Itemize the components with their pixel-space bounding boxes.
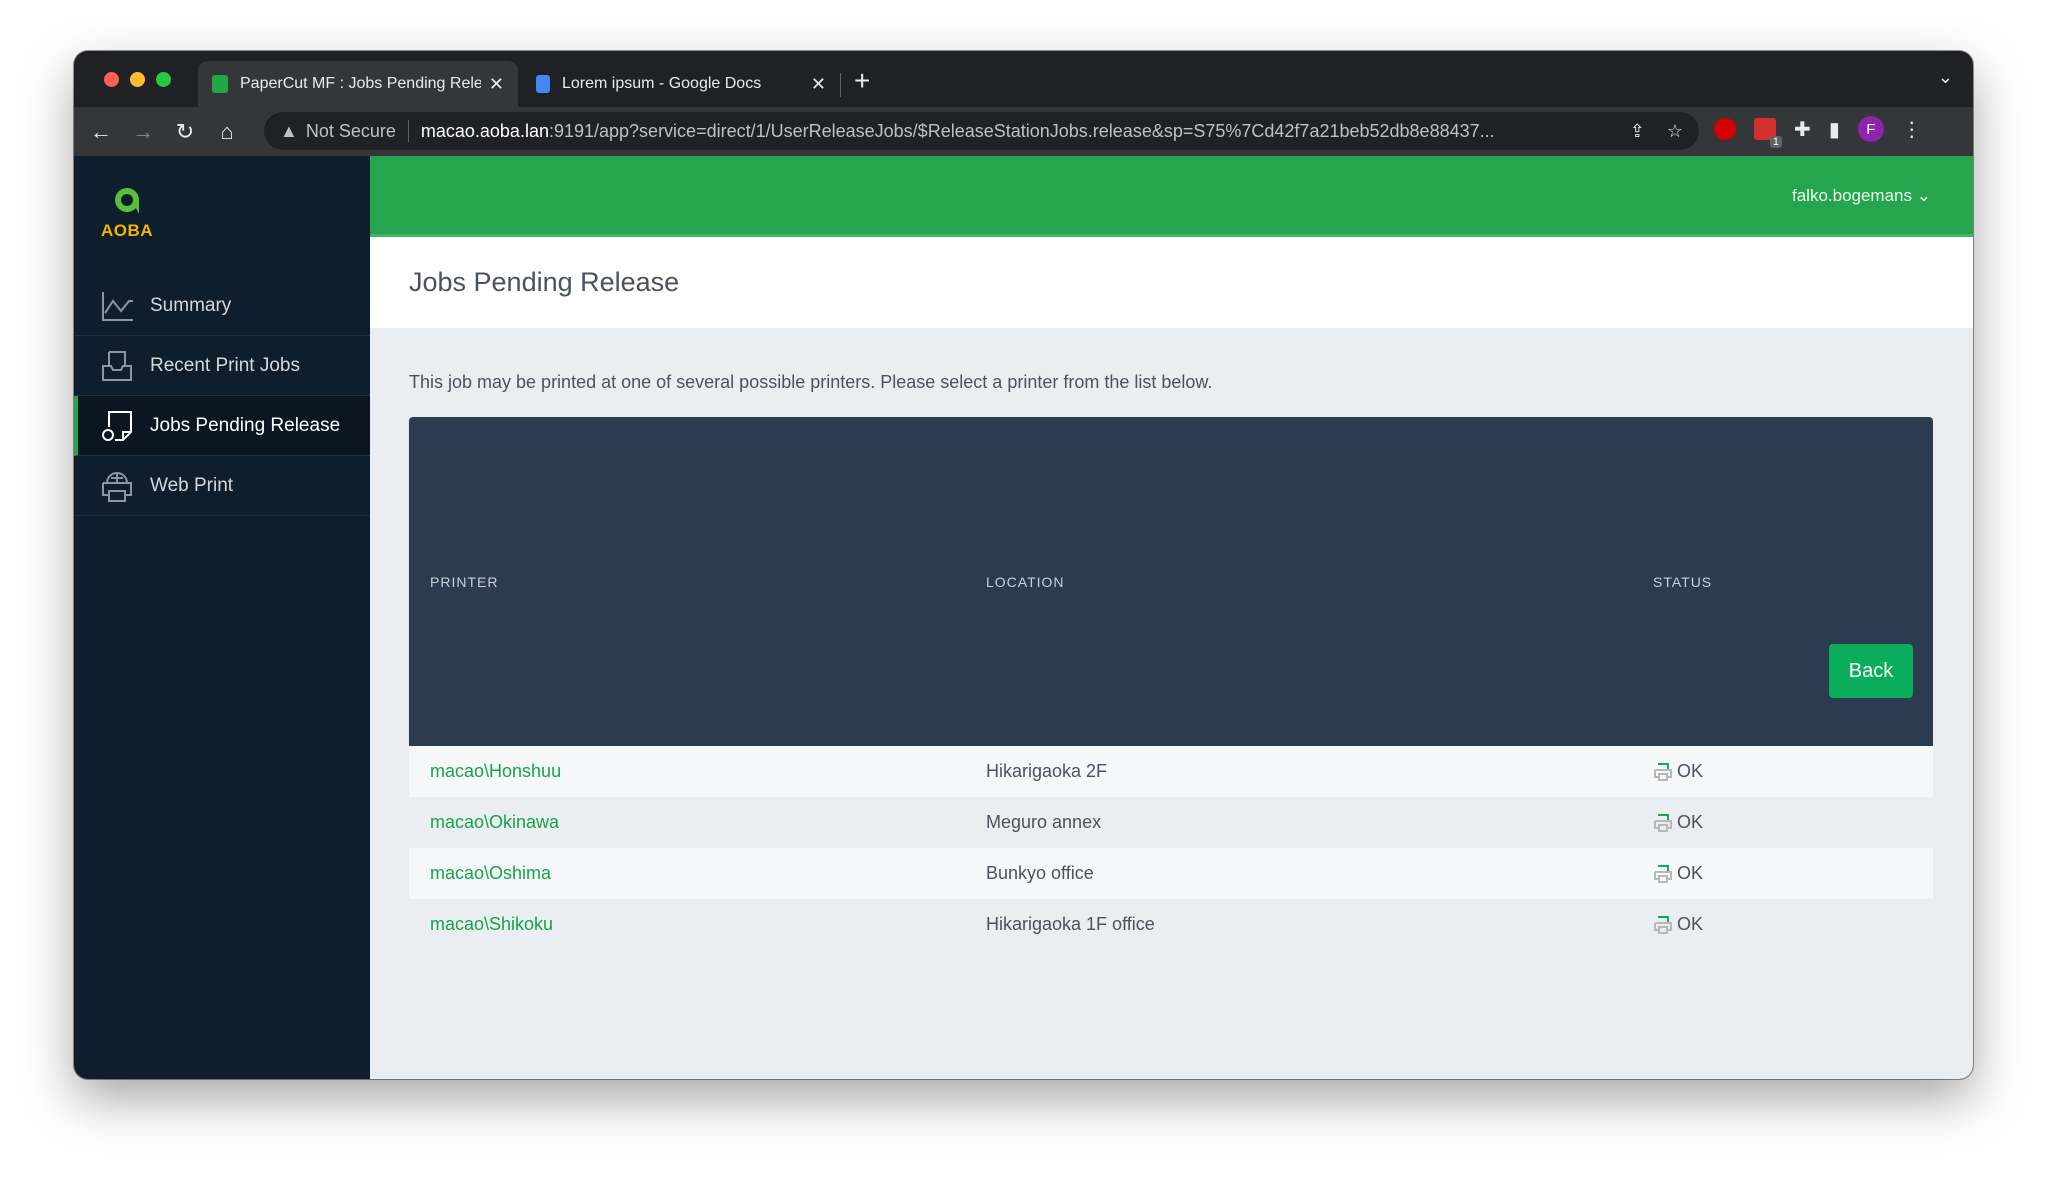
url-path: :9191/app?service=direct/1/UserReleaseJo… xyxy=(548,120,1495,141)
printer-status: OK xyxy=(1677,863,1704,883)
sidebar-item-jobs-pending-release[interactable]: Jobs Pending Release xyxy=(74,396,370,456)
printer-link[interactable]: macao\Oshima xyxy=(430,863,552,883)
sidebar-item-label: Web Print xyxy=(150,474,234,496)
column-header-status: STATUS xyxy=(1653,573,1713,590)
new-tab-button[interactable]: + xyxy=(854,65,871,96)
web-printer-icon xyxy=(102,471,132,502)
table-header: PRINTER LOCATION STATUS xyxy=(409,417,1933,746)
bookmark-star-icon[interactable]: ☆ xyxy=(1666,120,1683,141)
logo-text: AOBA xyxy=(100,221,154,240)
extension-icon[interactable]: 1 xyxy=(1754,118,1782,148)
tray-icon xyxy=(102,350,132,381)
puzzle-icon[interactable]: ✚ xyxy=(1794,118,1811,141)
printer-location: Hikarigaoka 2F xyxy=(986,761,1108,781)
column-header-printer: PRINTER xyxy=(430,573,499,590)
printer-link[interactable]: macao\Okinawa xyxy=(430,812,560,832)
more-menu-icon[interactable]: ⋮ xyxy=(1901,118,1922,141)
printer-status-icon xyxy=(1654,813,1672,832)
forward-arrow-icon[interactable]: → xyxy=(132,118,154,144)
table-row[interactable]: macao\Shikoku Hikarigaoka 1F office OK xyxy=(409,899,1933,950)
chart-line-icon xyxy=(102,291,133,321)
tab-search-chevron-icon[interactable]: ⌄ xyxy=(1937,67,1953,87)
browser-toolbar: ← → ↻ ⌂ ▲ Not Secure macao.aoba.lan:9191… xyxy=(74,107,1973,156)
papercut-icon xyxy=(212,75,228,93)
printer-status-icon xyxy=(1654,915,1672,934)
table-row[interactable]: macao\Oshima Bunkyo office OK xyxy=(409,848,1933,899)
chevron-down-icon: ⌄ xyxy=(1916,186,1931,205)
sidebar-item-recent-print-jobs[interactable]: Recent Print Jobs xyxy=(74,336,370,396)
tab-title: Lorem ipsum - Google Docs xyxy=(562,75,762,92)
table-body: macao\Honshuu Hikarigaoka 2F OK macao\Ok… xyxy=(409,746,1933,950)
printer-status: OK xyxy=(1677,761,1704,781)
user-menu[interactable]: falko.bogemans ⌄ xyxy=(1792,186,1931,206)
close-tab-icon[interactable]: ✕ xyxy=(488,73,504,94)
divider xyxy=(407,120,409,142)
security-label[interactable]: Not Secure xyxy=(305,120,396,141)
printer-link[interactable]: macao\Honshuu xyxy=(430,761,562,781)
side-panel-icon[interactable]: ▮ xyxy=(1828,118,1840,141)
tab-papercut[interactable]: PaperCut MF : Jobs Pending Release ✕ xyxy=(198,61,518,107)
app-header: falko.bogemans ⌄ xyxy=(370,156,1973,237)
close-tab-icon[interactable]: ✕ xyxy=(810,73,826,94)
sidebar: AOBA Summary Recent Print Jobs Jobs Pend… xyxy=(74,156,370,1079)
back-button[interactable]: Back xyxy=(1829,644,1913,698)
sidebar-item-summary[interactable]: Summary xyxy=(74,276,370,336)
logo-mark-icon xyxy=(115,188,139,214)
printer-status: OK xyxy=(1677,812,1704,832)
address-bar[interactable]: ▲ Not Secure macao.aoba.lan:9191/app?ser… xyxy=(264,112,1699,150)
window-controls xyxy=(104,72,171,87)
url-host: macao.aoba.lan xyxy=(420,120,549,141)
printer-card: PRINTER LOCATION STATUS macao\Honshuu Hi… xyxy=(409,417,1933,934)
printer-link[interactable]: macao\Shikoku xyxy=(430,914,554,934)
google-docs-icon xyxy=(536,75,550,93)
printer-status-icon xyxy=(1654,864,1672,883)
printer-status: OK xyxy=(1677,914,1704,934)
page-title-bar: Jobs Pending Release xyxy=(370,237,1973,328)
page-title: Jobs Pending Release xyxy=(409,267,680,297)
tab-google-docs[interactable]: Lorem ipsum - Google Docs ✕ xyxy=(522,61,840,107)
browser-window: PaperCut MF : Jobs Pending Release ✕ Lor… xyxy=(74,51,1973,1079)
share-icon[interactable]: ⇪ xyxy=(1629,120,1645,141)
username: falko.bogemans xyxy=(1791,186,1913,205)
profile-avatar[interactable]: F xyxy=(1857,116,1884,142)
back-arrow-icon[interactable]: ← xyxy=(90,118,112,144)
sidebar-item-label: Summary xyxy=(150,294,232,316)
extensions-area: 1 ✚ ▮ F ⋮ xyxy=(1714,116,1922,148)
close-window-button[interactable] xyxy=(104,72,119,87)
sidebar-menu: Summary Recent Print Jobs Jobs Pending R… xyxy=(74,276,370,516)
aoba-logo: AOBA xyxy=(100,184,154,241)
tab-title: PaperCut MF : Jobs Pending Release xyxy=(240,75,481,92)
sidebar-item-web-print[interactable]: Web Print xyxy=(74,456,370,516)
table-row[interactable]: macao\Honshuu Hikarigaoka 2F OK xyxy=(409,746,1933,797)
app-content: AOBA Summary Recent Print Jobs Jobs Pend… xyxy=(74,156,1973,1079)
printer-location: Meguro annex xyxy=(986,812,1102,832)
sidebar-item-label: Jobs Pending Release xyxy=(150,414,341,436)
warning-icon: ▲ xyxy=(280,120,298,141)
reload-icon[interactable]: ↻ xyxy=(175,118,195,144)
minimize-window-button[interactable] xyxy=(130,72,145,87)
tab-divider xyxy=(840,73,841,97)
adblock-icon[interactable] xyxy=(1714,118,1736,140)
printer-status-icon xyxy=(1654,762,1672,781)
extension-badge: 1 xyxy=(1769,136,1782,148)
zoom-window-button[interactable] xyxy=(156,72,171,87)
column-header-location: LOCATION xyxy=(986,573,1065,590)
home-icon[interactable]: ⌂ xyxy=(220,118,234,144)
printer-location: Bunkyo office xyxy=(986,863,1094,883)
page-description: This job may be printed at one of severa… xyxy=(409,372,1213,392)
table-row[interactable]: macao\Okinawa Meguro annex OK xyxy=(409,797,1933,848)
printer-location: Hikarigaoka 1F office xyxy=(986,914,1155,934)
tab-bar: PaperCut MF : Jobs Pending Release ✕ Lor… xyxy=(74,51,1973,107)
sidebar-item-label: Recent Print Jobs xyxy=(150,354,300,376)
pending-document-icon xyxy=(102,410,132,441)
